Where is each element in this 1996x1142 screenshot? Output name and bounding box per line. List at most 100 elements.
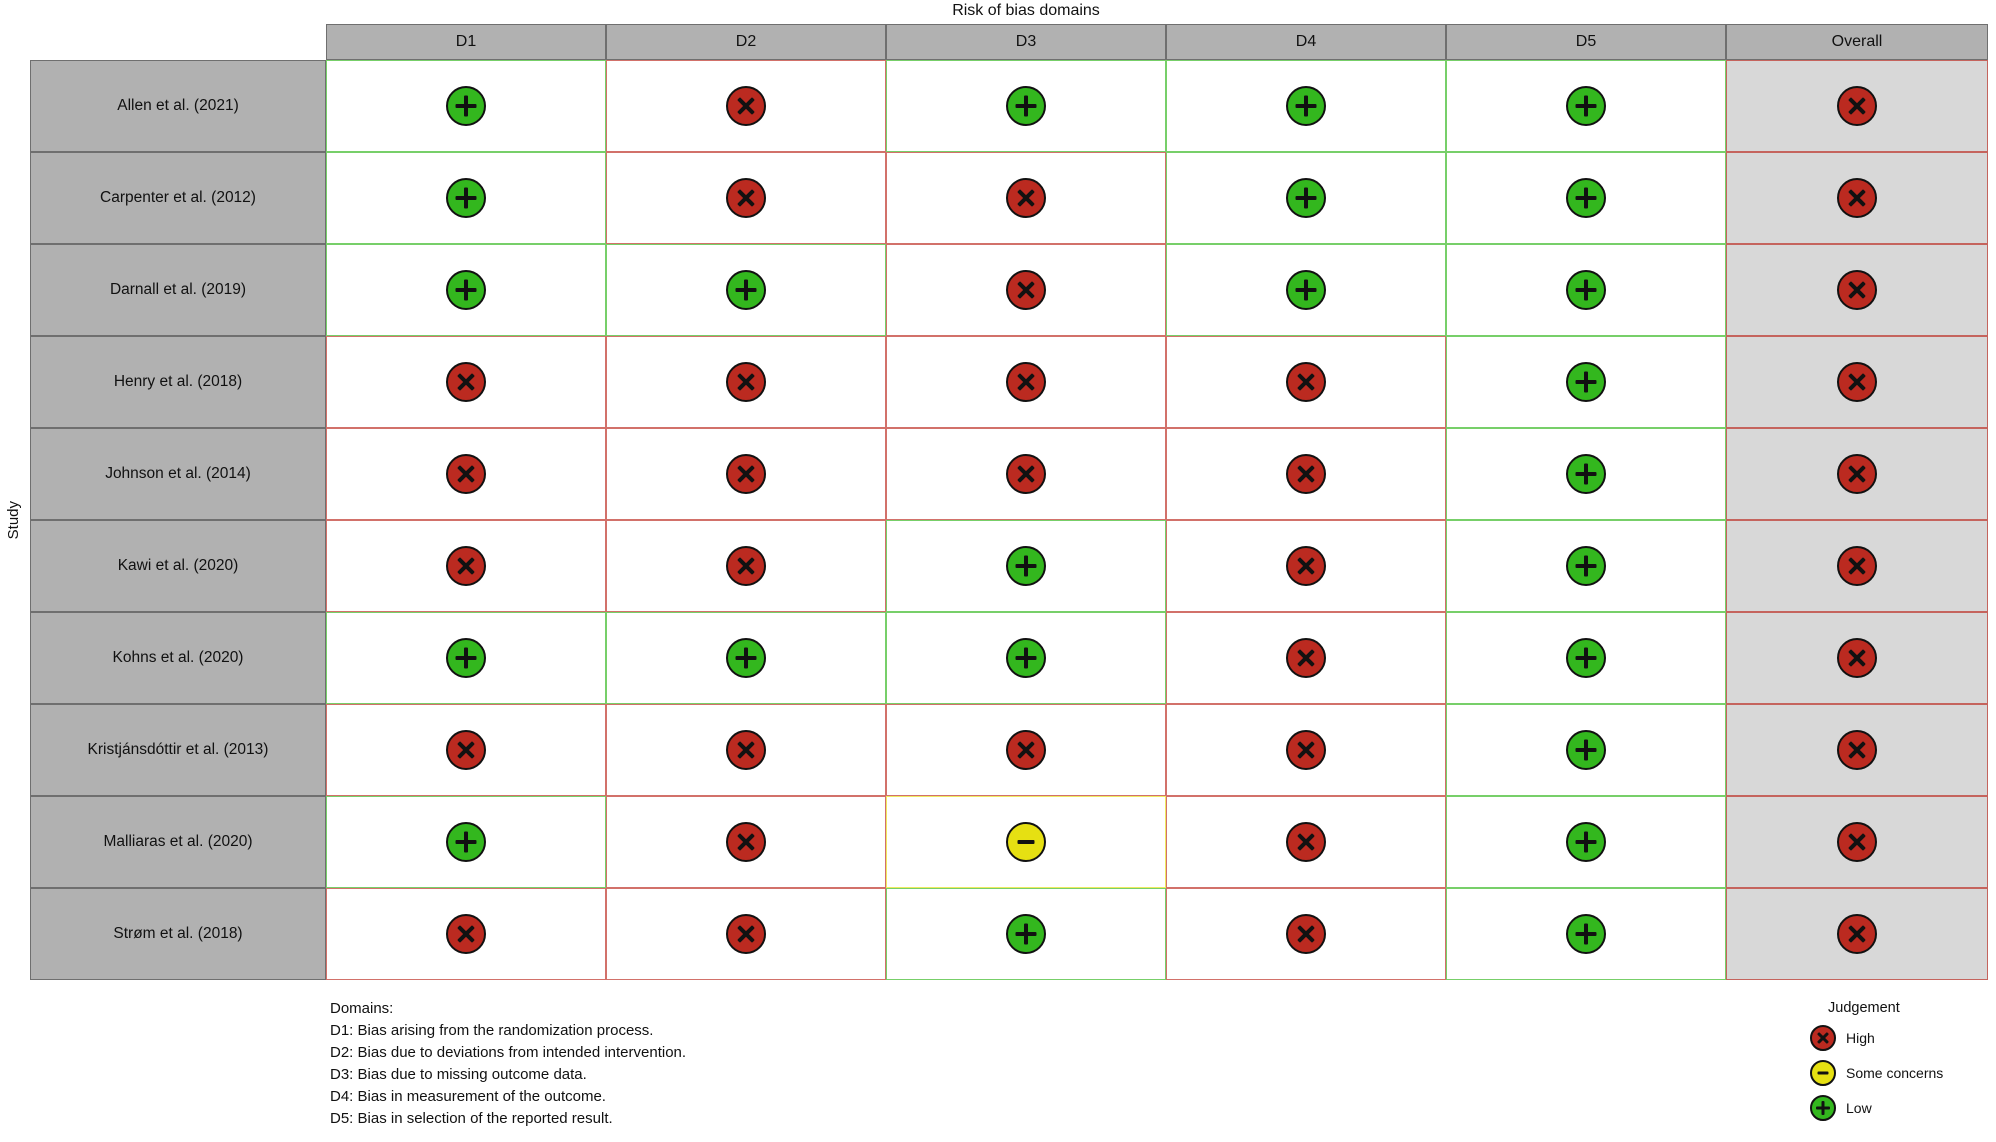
judgement-cell bbox=[606, 60, 886, 152]
judgement-cell bbox=[326, 336, 606, 428]
judgement-cell bbox=[1166, 152, 1446, 244]
plus-icon bbox=[726, 270, 766, 310]
study-label: Strøm et al. (2018) bbox=[30, 888, 326, 980]
x-icon bbox=[1286, 638, 1326, 678]
column-header-d4: D4 bbox=[1166, 24, 1446, 60]
x-icon bbox=[1286, 914, 1326, 954]
x-icon bbox=[1006, 362, 1046, 402]
x-icon bbox=[1006, 454, 1046, 494]
judgement-cell bbox=[326, 612, 606, 704]
judgement-cell bbox=[326, 428, 606, 520]
plus-icon bbox=[1006, 914, 1046, 954]
judgement-cell bbox=[1446, 888, 1726, 980]
legend-item-label: High bbox=[1846, 1030, 1875, 1046]
x-icon bbox=[726, 178, 766, 218]
study-label: Henry et al. (2018) bbox=[30, 336, 326, 428]
study-label: Kohns et al. (2020) bbox=[30, 612, 326, 704]
judgement-cell bbox=[1166, 60, 1446, 152]
plus-icon bbox=[1566, 546, 1606, 586]
column-header-d2: D2 bbox=[606, 24, 886, 60]
judgement-cell bbox=[1446, 428, 1726, 520]
overall-judgement-cell bbox=[1726, 244, 1988, 336]
judgement-cell bbox=[886, 152, 1166, 244]
plus-icon bbox=[1566, 362, 1606, 402]
x-icon bbox=[726, 546, 766, 586]
overall-judgement-cell bbox=[1726, 612, 1988, 704]
x-icon bbox=[1837, 178, 1877, 218]
overall-judgement-cell bbox=[1726, 520, 1988, 612]
overall-judgement-cell bbox=[1726, 704, 1988, 796]
plus-icon bbox=[1006, 638, 1046, 678]
judgement-cell bbox=[886, 428, 1166, 520]
y-axis-label-text: Study bbox=[4, 500, 22, 540]
x-icon bbox=[1837, 362, 1877, 402]
judgement-cell bbox=[886, 60, 1166, 152]
plus-icon bbox=[446, 86, 486, 126]
column-header-d5: D5 bbox=[1446, 24, 1726, 60]
plus-icon bbox=[1286, 270, 1326, 310]
plus-icon bbox=[1566, 270, 1606, 310]
plus-icon bbox=[1566, 822, 1606, 862]
judgement-cell bbox=[326, 152, 606, 244]
x-icon bbox=[1837, 638, 1877, 678]
column-header-d3: D3 bbox=[886, 24, 1166, 60]
judgement-cell bbox=[1166, 612, 1446, 704]
judgement-cell bbox=[1446, 244, 1726, 336]
judgement-cell bbox=[326, 520, 606, 612]
study-label: Kristjánsdóttir et al. (2013) bbox=[30, 704, 326, 796]
x-icon bbox=[726, 454, 766, 494]
judgement-cell bbox=[886, 888, 1166, 980]
footnote: Domains: D1: Bias arising from the rando… bbox=[330, 998, 686, 1130]
judgement-cell bbox=[606, 704, 886, 796]
x-icon bbox=[1837, 822, 1877, 862]
plus-icon bbox=[1566, 454, 1606, 494]
minus-icon bbox=[1810, 1060, 1836, 1086]
legend-item: Low bbox=[1810, 1095, 1943, 1121]
x-icon bbox=[446, 546, 486, 586]
x-icon bbox=[446, 362, 486, 402]
legend: Judgement High Some concerns Low bbox=[1810, 1000, 1943, 1121]
y-axis-label: Study bbox=[2, 60, 24, 980]
x-icon bbox=[1286, 730, 1326, 770]
overall-judgement-cell bbox=[1726, 796, 1988, 888]
judgement-cell bbox=[606, 244, 886, 336]
judgement-cell bbox=[1446, 60, 1726, 152]
judgement-cell bbox=[326, 244, 606, 336]
judgement-cell bbox=[326, 888, 606, 980]
overall-judgement-cell bbox=[1726, 888, 1988, 980]
x-icon bbox=[1006, 730, 1046, 770]
judgement-cell bbox=[1166, 428, 1446, 520]
column-header-d1: D1 bbox=[326, 24, 606, 60]
corner-spacer bbox=[30, 24, 326, 60]
judgement-cell bbox=[886, 796, 1166, 888]
plus-icon bbox=[1566, 638, 1606, 678]
x-icon bbox=[1837, 914, 1877, 954]
judgement-cell bbox=[326, 704, 606, 796]
plus-icon bbox=[446, 270, 486, 310]
x-icon bbox=[1286, 546, 1326, 586]
plus-icon bbox=[1006, 546, 1046, 586]
legend-item-label: Low bbox=[1846, 1100, 1872, 1116]
footnote-heading: Domains: bbox=[330, 1000, 394, 1017]
x-icon bbox=[1837, 730, 1877, 770]
x-icon bbox=[1006, 270, 1046, 310]
x-icon bbox=[446, 914, 486, 954]
study-label: Carpenter et al. (2012) bbox=[30, 152, 326, 244]
plus-icon bbox=[1810, 1095, 1836, 1121]
judgement-cell bbox=[1166, 888, 1446, 980]
judgement-cell bbox=[886, 336, 1166, 428]
x-icon bbox=[1837, 546, 1877, 586]
judgement-cell bbox=[606, 152, 886, 244]
x-icon bbox=[726, 730, 766, 770]
legend-item: High bbox=[1810, 1025, 1943, 1051]
judgement-cell bbox=[1446, 152, 1726, 244]
legend-title: Judgement bbox=[1828, 1000, 1900, 1016]
minus-icon bbox=[1006, 822, 1046, 862]
study-label: Johnson et al. (2014) bbox=[30, 428, 326, 520]
plus-icon bbox=[1566, 914, 1606, 954]
plus-icon bbox=[446, 822, 486, 862]
plus-icon bbox=[1286, 178, 1326, 218]
footnote-line: D3: Bias due to missing outcome data. bbox=[330, 1066, 587, 1083]
x-icon bbox=[1286, 362, 1326, 402]
judgement-cell bbox=[326, 796, 606, 888]
